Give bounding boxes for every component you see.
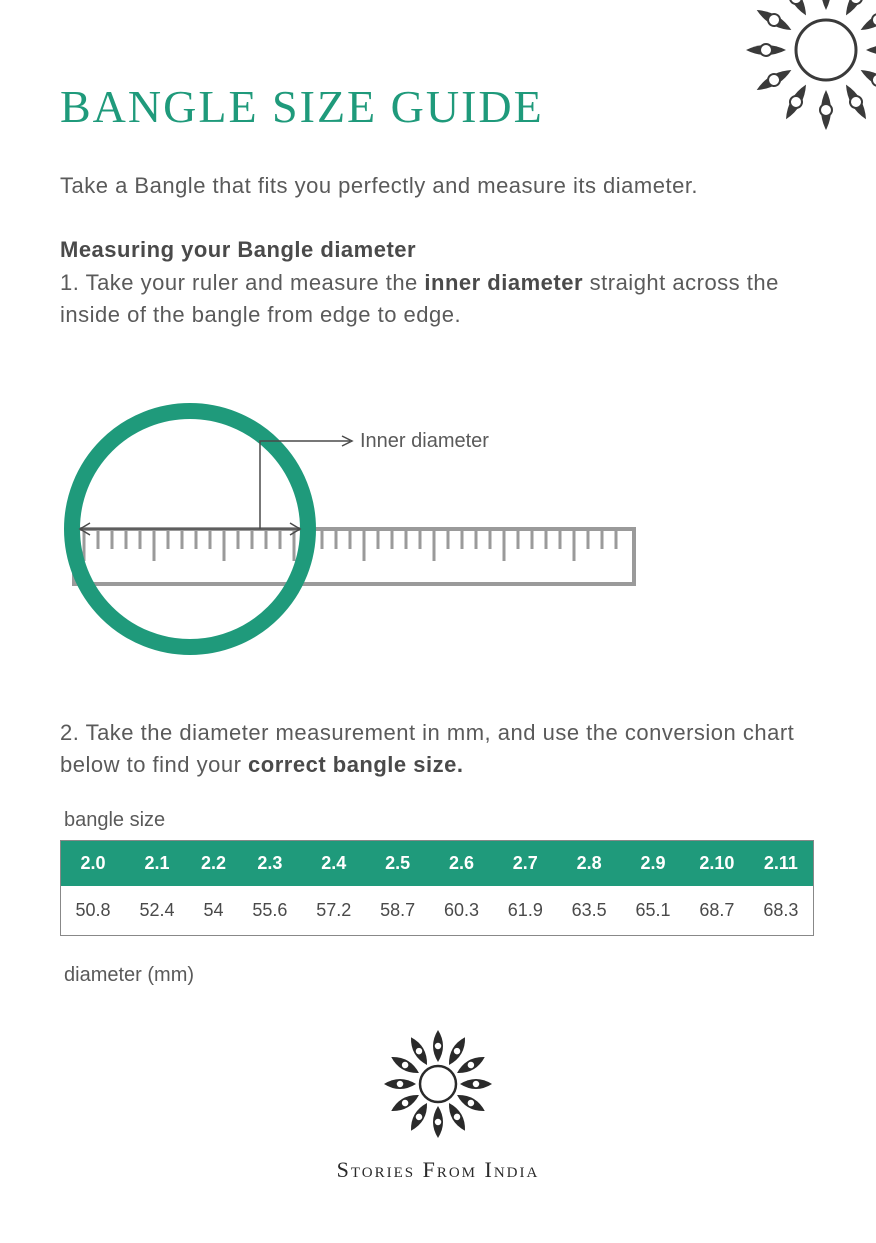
size-header-cell: 2.5: [366, 840, 430, 886]
step1-prefix: 1. Take your ruler and measure the: [60, 270, 424, 295]
step1-bold: inner diameter: [424, 270, 583, 295]
step-1-text: 1. Take your ruler and measure the inner…: [60, 267, 816, 331]
diameter-cell: 58.7: [366, 886, 430, 936]
inner-diameter-label: Inner diameter: [360, 430, 489, 452]
step-2-text: 2. Take the diameter measurement in mm, …: [60, 717, 816, 781]
size-header-cell: 2.6: [430, 840, 494, 886]
size-header-cell: 2.11: [749, 840, 814, 886]
diameter-cell: 55.6: [238, 886, 302, 936]
table-caption-bottom: diameter (mm): [64, 964, 816, 987]
brand-name: Stories From India: [0, 1157, 876, 1183]
table-caption-top: bangle size: [64, 809, 816, 832]
diameter-cell: 60.3: [430, 886, 494, 936]
diameter-cell: 57.2: [302, 886, 366, 936]
size-header-cell: 2.2: [189, 840, 238, 886]
size-header-cell: 2.8: [557, 840, 621, 886]
size-conversion-table: 2.02.12.22.32.42.52.62.72.82.92.102.11 5…: [60, 840, 814, 936]
page-title: BANGLE SIZE GUIDE: [60, 80, 816, 133]
diameter-cell: 63.5: [557, 886, 621, 936]
step2-bold: correct bangle size.: [248, 752, 463, 777]
diameter-cell: 65.1: [621, 886, 685, 936]
size-header-cell: 2.4: [302, 840, 366, 886]
size-header-cell: 2.0: [61, 840, 126, 886]
diameter-cell: 50.8: [61, 886, 126, 936]
brand-mandala-icon: [378, 1024, 498, 1144]
diameter-cell: 54: [189, 886, 238, 936]
brand-footer: Stories From India: [0, 1024, 876, 1183]
intro-text: Take a Bangle that fits you perfectly an…: [60, 173, 816, 199]
size-header-cell: 2.3: [238, 840, 302, 886]
corner-ornament-icon: [736, 0, 876, 140]
bangle-ruler-diagram: Inner diameter: [60, 379, 660, 669]
diameter-cell: 61.9: [493, 886, 557, 936]
size-header-cell: 2.1: [125, 840, 189, 886]
diameter-cell: 52.4: [125, 886, 189, 936]
size-header-cell: 2.9: [621, 840, 685, 886]
measuring-subhead: Measuring your Bangle diameter: [60, 237, 816, 263]
size-header-cell: 2.7: [493, 840, 557, 886]
diameter-cell: 68.7: [685, 886, 749, 936]
size-header-cell: 2.10: [685, 840, 749, 886]
diameter-cell: 68.3: [749, 886, 814, 936]
